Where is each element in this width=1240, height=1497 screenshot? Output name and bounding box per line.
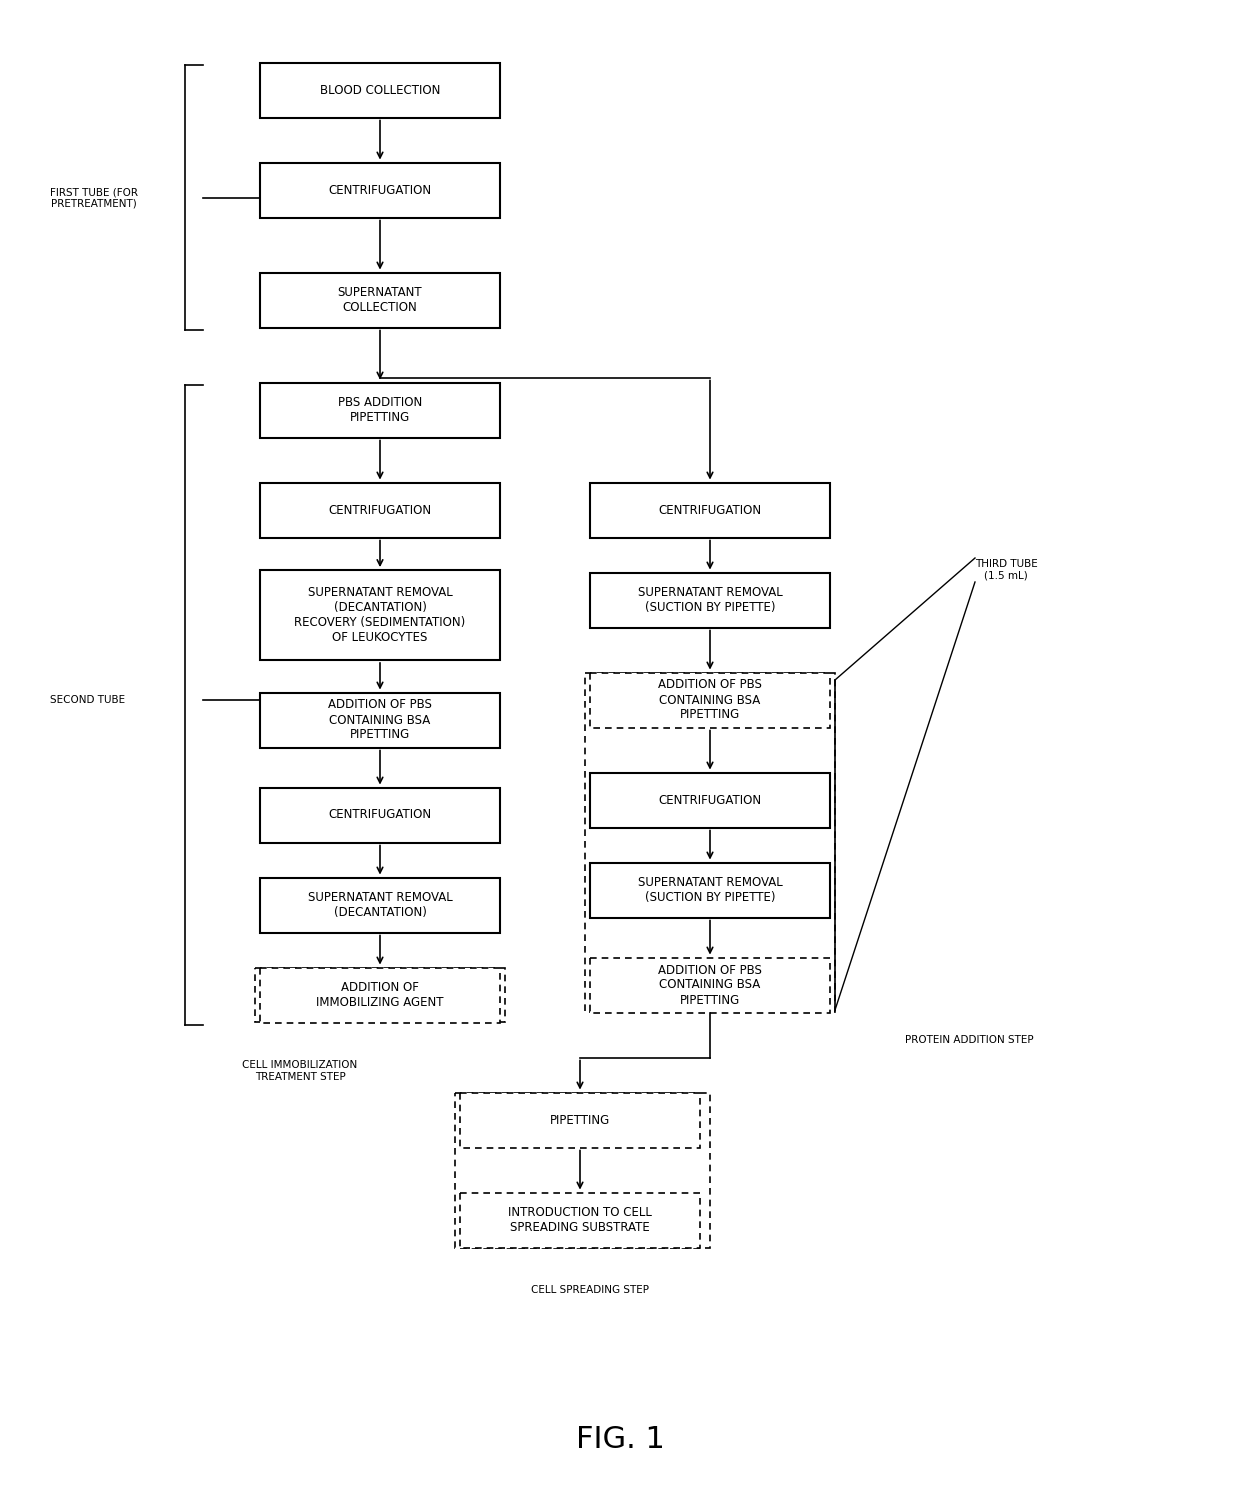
Text: FIG. 1: FIG. 1: [575, 1425, 665, 1455]
Bar: [590, 862, 830, 918]
Text: BLOOD COLLECTION: BLOOD COLLECTION: [320, 84, 440, 96]
Bar: [590, 482, 830, 537]
Bar: [260, 693, 500, 747]
Bar: [260, 163, 500, 217]
Text: PROTEIN ADDITION STEP: PROTEIN ADDITION STEP: [905, 1034, 1034, 1045]
Bar: [460, 1093, 701, 1148]
Text: ADDITION OF PBS
CONTAINING BSA
PIPETTING: ADDITION OF PBS CONTAINING BSA PIPETTING: [658, 678, 761, 722]
Text: ADDITION OF
IMMOBILIZING AGENT: ADDITION OF IMMOBILIZING AGENT: [316, 981, 444, 1009]
Bar: [260, 482, 500, 537]
Bar: [260, 967, 500, 1022]
Bar: [260, 877, 500, 933]
Bar: [455, 1093, 711, 1248]
Bar: [590, 572, 830, 627]
Text: SECOND TUBE: SECOND TUBE: [50, 695, 125, 705]
Text: ADDITION OF PBS
CONTAINING BSA
PIPETTING: ADDITION OF PBS CONTAINING BSA PIPETTING: [329, 699, 432, 741]
Bar: [590, 772, 830, 828]
Bar: [260, 383, 500, 437]
Text: CELL SPREADING STEP: CELL SPREADING STEP: [531, 1284, 649, 1295]
Bar: [260, 272, 500, 328]
Bar: [585, 674, 835, 1012]
Text: ADDITION OF PBS
CONTAINING BSA
PIPETTING: ADDITION OF PBS CONTAINING BSA PIPETTING: [658, 964, 761, 1006]
Text: PBS ADDITION
PIPETTING: PBS ADDITION PIPETTING: [337, 397, 422, 424]
Text: CENTRIFUGATION: CENTRIFUGATION: [329, 184, 432, 196]
Text: SUPERNATANT REMOVAL
(SUCTION BY PIPETTE): SUPERNATANT REMOVAL (SUCTION BY PIPETTE): [637, 585, 782, 614]
Text: PIPETTING: PIPETTING: [549, 1114, 610, 1127]
Bar: [590, 672, 830, 728]
Text: SUPERNATANT REMOVAL
(DECANTATION)
RECOVERY (SEDIMENTATION)
OF LEUKOCYTES: SUPERNATANT REMOVAL (DECANTATION) RECOVE…: [294, 585, 466, 644]
Bar: [260, 787, 500, 843]
Bar: [260, 570, 500, 660]
Text: CENTRIFUGATION: CENTRIFUGATION: [658, 793, 761, 807]
Text: THIRD TUBE
(1.5 mL): THIRD TUBE (1.5 mL): [975, 560, 1038, 581]
Bar: [260, 63, 500, 117]
Text: SUPERNATANT REMOVAL
(SUCTION BY PIPETTE): SUPERNATANT REMOVAL (SUCTION BY PIPETTE): [637, 876, 782, 904]
Bar: [255, 969, 505, 1022]
Text: CENTRIFUGATION: CENTRIFUGATION: [329, 808, 432, 822]
Text: SUPERNATANT REMOVAL
(DECANTATION): SUPERNATANT REMOVAL (DECANTATION): [308, 891, 453, 919]
Text: INTRODUCTION TO CELL
SPREADING SUBSTRATE: INTRODUCTION TO CELL SPREADING SUBSTRATE: [508, 1207, 652, 1234]
Bar: [590, 958, 830, 1012]
Text: CENTRIFUGATION: CENTRIFUGATION: [658, 503, 761, 516]
Text: CELL IMMOBILIZATION
TREATMENT STEP: CELL IMMOBILIZATION TREATMENT STEP: [242, 1060, 357, 1082]
Text: SUPERNATANT
COLLECTION: SUPERNATANT COLLECTION: [337, 286, 423, 314]
Text: CENTRIFUGATION: CENTRIFUGATION: [329, 503, 432, 516]
Text: FIRST TUBE (FOR
PRETREATMENT): FIRST TUBE (FOR PRETREATMENT): [50, 187, 138, 208]
Bar: [460, 1193, 701, 1247]
